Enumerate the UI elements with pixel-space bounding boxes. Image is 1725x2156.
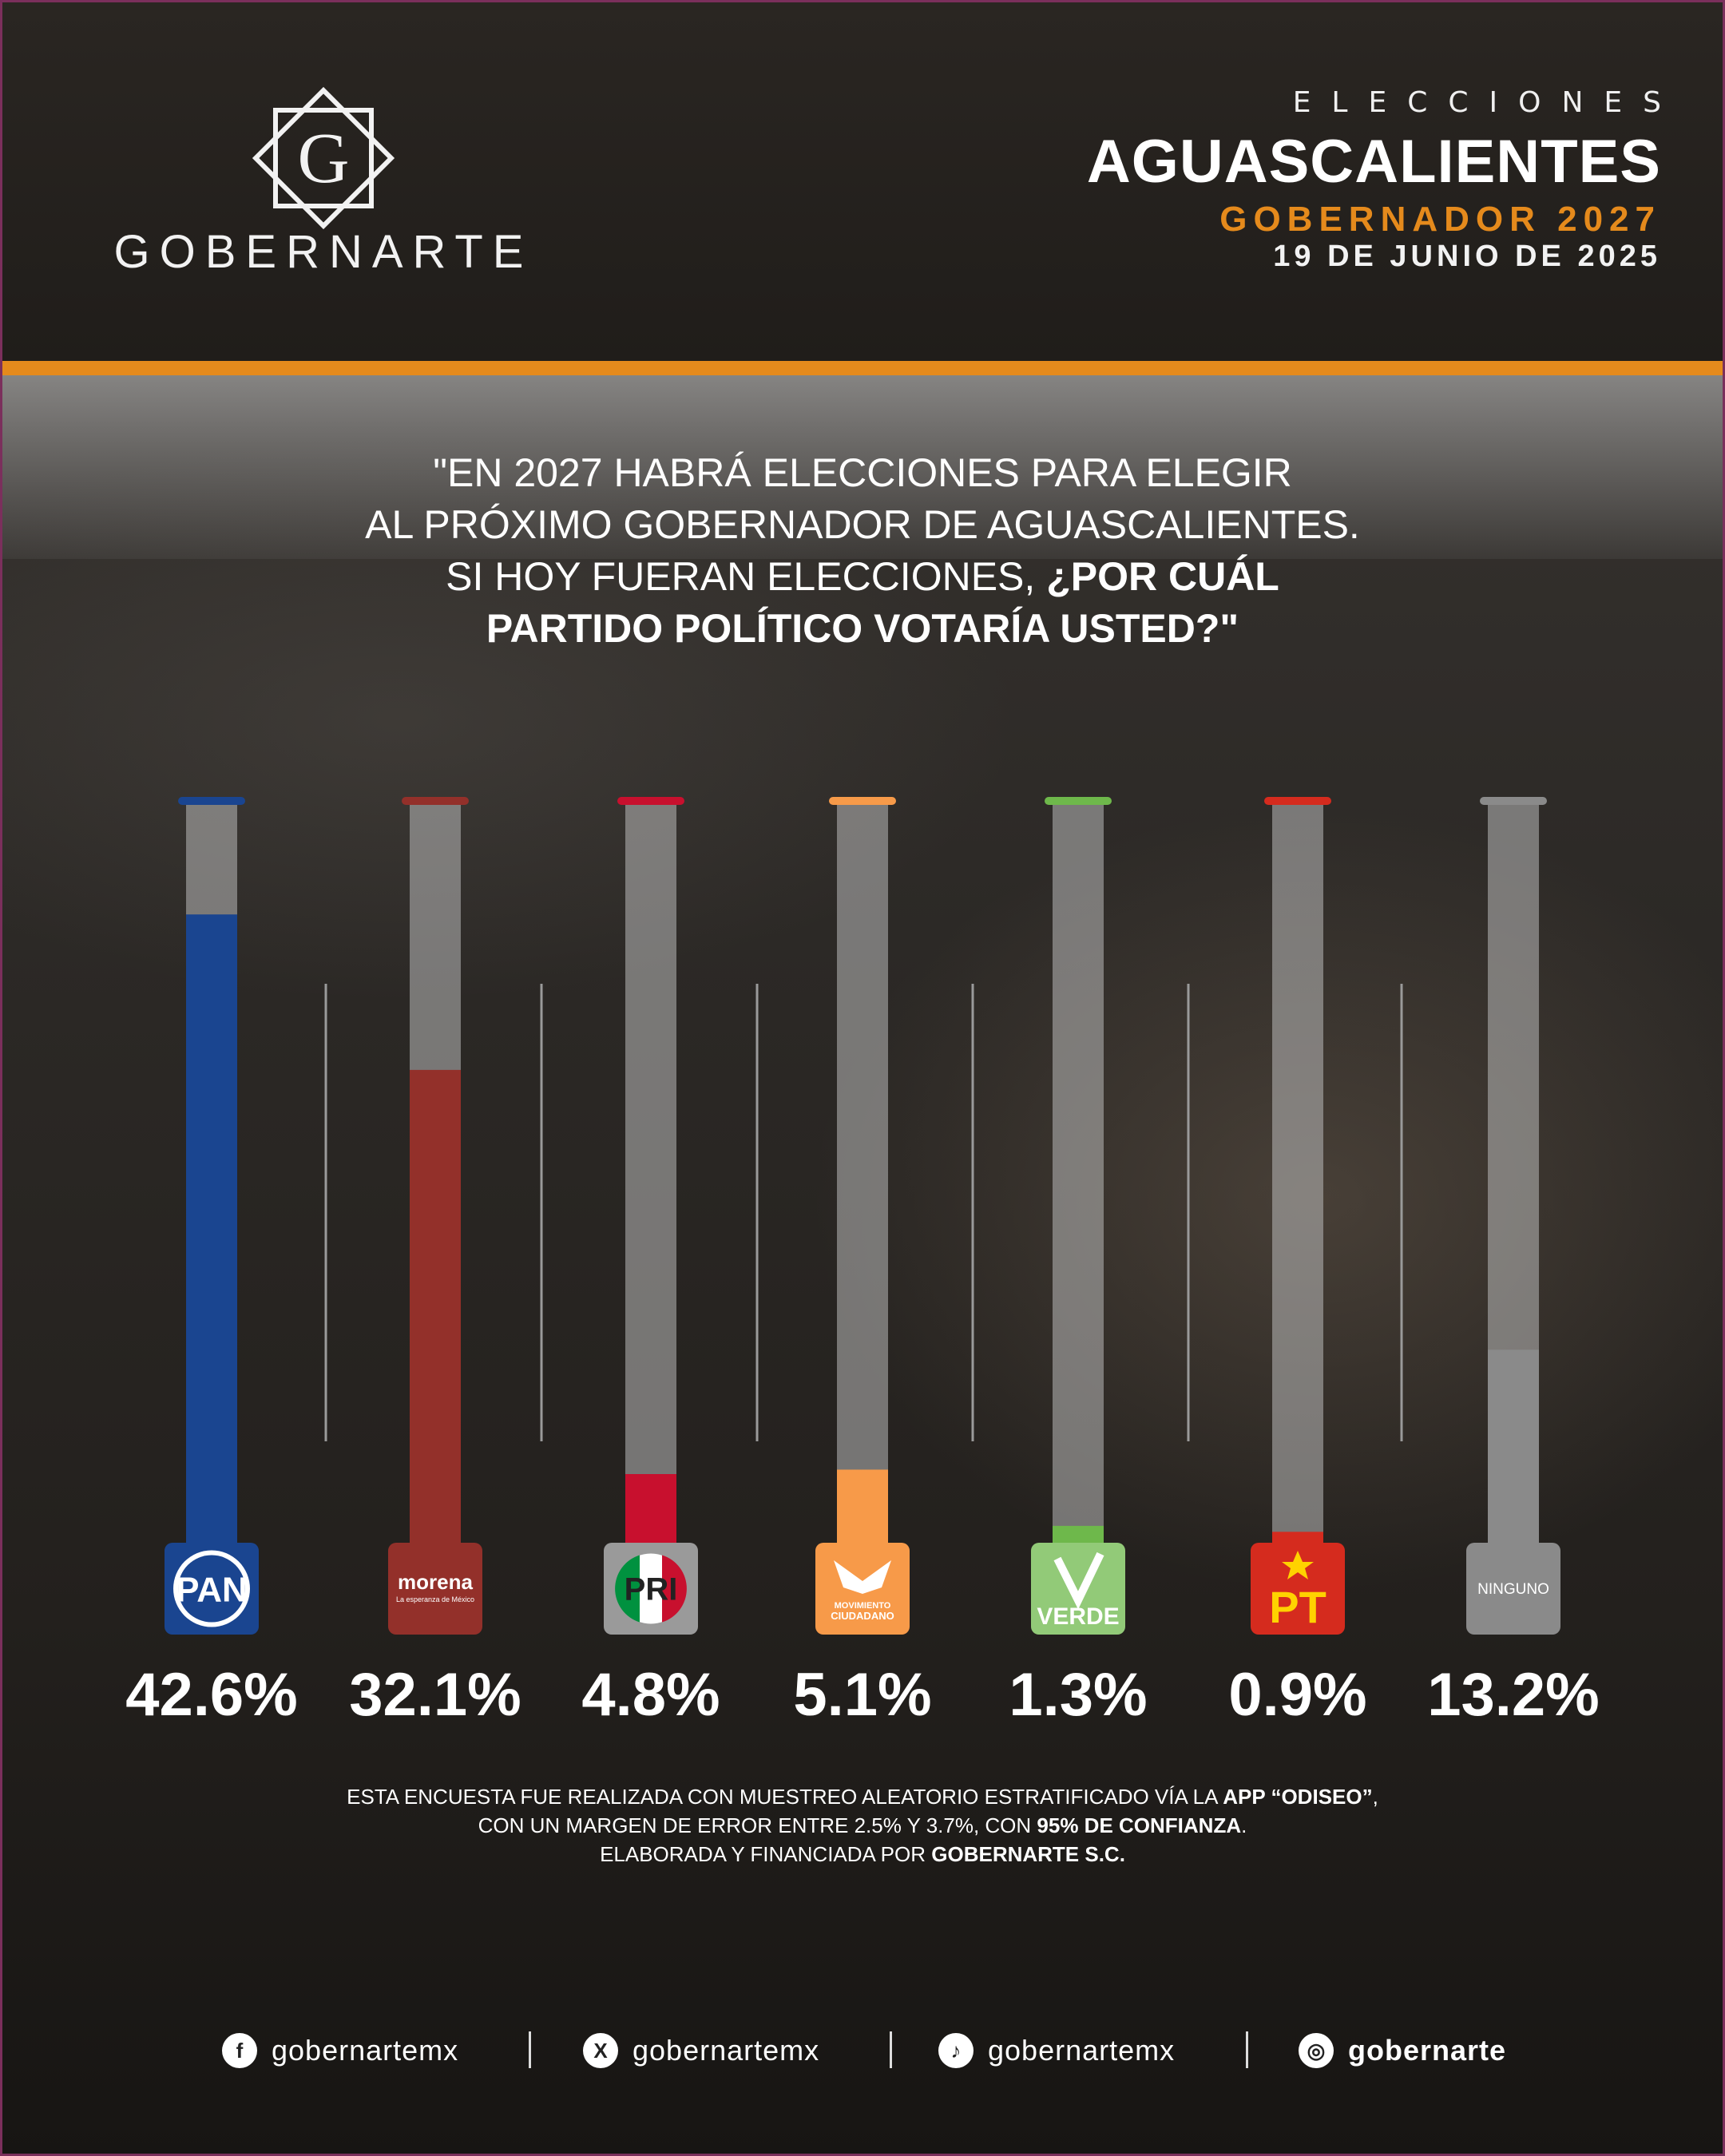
pt-logo-icon-box <box>1251 1543 1345 1635</box>
bar-track-pt <box>1272 805 1323 1545</box>
gobernarte-logo-icon: G <box>252 86 395 230</box>
facebook-icon: f <box>222 2033 257 2068</box>
question-line-3b: ¿POR CUÁL <box>1046 554 1279 599</box>
note-1a: ESTA ENCUESTA FUE REALIZADA CON MUESTREO… <box>347 1785 1223 1809</box>
bar-ninguno <box>1488 1349 1539 1545</box>
ninguno-logo-icon-box <box>1466 1543 1560 1635</box>
note-3b: GOBERNARTE S.C. <box>931 1842 1125 1866</box>
x-icon: X <box>583 2033 618 2068</box>
question-line-3: SI HOY FUERAN ELECCIONES, ¿POR CUÁL <box>184 551 1541 603</box>
mc-logo-text-1: MOVIMIENTO <box>835 1601 891 1611</box>
morena-tagline: La esperanza de México <box>396 1595 474 1603</box>
value-label-verde: 1.3% <box>1009 1661 1147 1729</box>
bar-morena <box>410 1069 461 1545</box>
bar-pan <box>186 914 237 1545</box>
methodology-note: ESTA ENCUESTA FUE REALIZADA CON MUESTREO… <box>144 1782 1581 1869</box>
pan-disc <box>178 1555 245 1623</box>
pri-red <box>662 1555 687 1623</box>
bar-cap-pri <box>617 797 684 805</box>
verde-logo-text: VERDE <box>1037 1603 1119 1630</box>
value-label-pan: 42.6% <box>125 1661 298 1729</box>
note-3a: ELABORADA Y FINANCIADA POR <box>600 1842 932 1866</box>
pt-logo-icon: PT <box>1251 1543 1345 1635</box>
verde-logo-icon-box <box>1031 1543 1125 1635</box>
mc-logo-text-2: CIUDADANO <box>831 1610 894 1622</box>
social-facebook-label[interactable]: gobernartemx <box>272 2034 459 2067</box>
bar-movimiento-ciudadano <box>837 1469 888 1545</box>
logo-letter: G <box>298 119 350 198</box>
bar-track-verde <box>1053 805 1104 1545</box>
bar-cap-movimiento-ciudadano <box>829 797 896 805</box>
pri-logo-icon: PRI <box>604 1543 698 1635</box>
brand-name: GOBERNARTE <box>113 226 533 278</box>
survey-question: "EN 2027 HABRÁ ELECCIONES PARA ELEGIR AL… <box>184 447 1541 655</box>
note-1b: APP “ODISEO” <box>1223 1785 1373 1809</box>
bar-cap-ninguno <box>1480 797 1547 805</box>
title-date: 19 DE JUNIO DE 2025 <box>1273 240 1661 273</box>
bar-verde <box>1053 1525 1104 1545</box>
pri-logo-text: PRI <box>625 1572 678 1607</box>
social-links: f gobernartemx X gobernartemx ♪ gobernar… <box>0 2027 1725 2075</box>
pt-logo-text: PT <box>1269 1582 1326 1632</box>
question-line-4: PARTIDO POLÍTICO VOTARÍA USTED?" <box>486 606 1239 651</box>
pan-logo-icon: PAN <box>165 1543 259 1635</box>
note-line-3: ELABORADA Y FINANCIADA POR GOBERNARTE S.… <box>144 1840 1581 1869</box>
title-state: AGUASCALIENTES <box>1086 128 1661 196</box>
verde-check <box>1053 1552 1104 1610</box>
instagram-icon: ◎ <box>1299 2033 1334 2068</box>
pri-green <box>615 1555 640 1623</box>
morena-logo-text: morena <box>398 1570 473 1594</box>
pt-star <box>1282 1551 1314 1579</box>
note-2b: 95% DE CONFIANZA <box>1037 1813 1242 1837</box>
value-label-movimiento-ciudadano: 5.1% <box>793 1661 931 1729</box>
social-separator <box>1246 2031 1248 2068</box>
note-line-1: ESTA ENCUESTA FUE REALIZADA CON MUESTREO… <box>144 1782 1581 1811</box>
social-instagram[interactable]: ◎ gobernarte <box>1299 2027 1506 2075</box>
note-2c: . <box>1241 1813 1247 1837</box>
social-tiktok[interactable]: ♪ gobernartemx <box>938 2027 1175 2075</box>
ninguno-logo-text: NINGUNO <box>1477 1581 1549 1598</box>
note-1c: , <box>1372 1785 1378 1809</box>
mc-eagle <box>834 1560 891 1594</box>
note-2a: CON UN MARGEN DE ERROR ENTRE 2.5% Y 3.7%… <box>478 1813 1037 1837</box>
title-kicker: ELECCIONES <box>1292 86 1682 119</box>
bar-cap-morena <box>402 797 469 805</box>
title-block: ELECCIONES AGUASCALIENTES GOBERNADOR 202… <box>942 86 1661 274</box>
value-label-pt: 0.9% <box>1228 1661 1366 1729</box>
question-band <box>0 375 1725 559</box>
social-instagram-label[interactable]: gobernarte <box>1348 2034 1507 2067</box>
header-band <box>0 0 1725 361</box>
bar-pt <box>1272 1532 1323 1545</box>
question-line-2: AL PRÓXIMO GOBERNADOR DE AGUASCALIENTES. <box>365 502 1360 547</box>
note-line-2: CON UN MARGEN DE ERROR ENTRE 2.5% Y 3.7%… <box>144 1811 1581 1840</box>
bar-cap-pt <box>1264 797 1331 805</box>
verde-sheen <box>1031 1543 1125 1635</box>
bar-track-movimiento-ciudadano <box>837 805 888 1545</box>
bar-pri <box>625 1474 676 1545</box>
bar-cap-verde <box>1045 797 1112 805</box>
value-label-morena: 32.1% <box>349 1661 521 1729</box>
question-line-1: "EN 2027 HABRÁ ELECCIONES PARA ELEGIR <box>433 450 1292 495</box>
social-x[interactable]: X gobernartemx <box>583 2027 819 2075</box>
bar-cap-pan <box>178 797 245 805</box>
pan-logo-text: PAN <box>176 1571 248 1610</box>
value-label-pri: 4.8% <box>581 1661 720 1729</box>
ninguno-logo-icon: NINGUNO <box>1466 1543 1560 1635</box>
title-race: GOBERNADOR 2027 <box>1219 200 1661 239</box>
social-separator <box>890 2031 892 2068</box>
social-x-label[interactable]: gobernartemx <box>632 2034 820 2067</box>
bar-track-pri <box>625 805 676 1545</box>
header-divider <box>0 361 1725 375</box>
morena-logo-icon-box <box>388 1543 482 1635</box>
social-facebook[interactable]: f gobernartemx <box>222 2027 458 2075</box>
verde-logo-icon: VERDE <box>1031 1543 1125 1635</box>
social-separator <box>529 2031 531 2068</box>
tiktok-icon: ♪ <box>938 2033 974 2068</box>
value-label-ninguno: 13.2% <box>1427 1661 1600 1729</box>
social-tiktok-label[interactable]: gobernartemx <box>988 2034 1176 2067</box>
question-line-3a: SI HOY FUERAN ELECCIONES, <box>446 554 1047 599</box>
